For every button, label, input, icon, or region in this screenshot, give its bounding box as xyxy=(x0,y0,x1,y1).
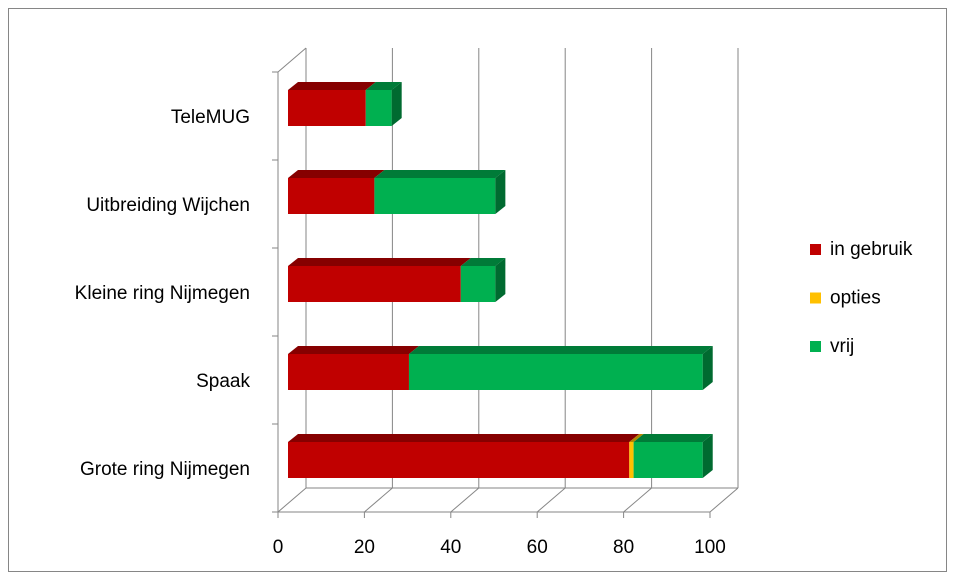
bar-top xyxy=(288,346,419,354)
legend-label: opties xyxy=(830,288,881,309)
x-tick-label: 0 xyxy=(273,537,284,558)
bar-top xyxy=(460,258,506,266)
bar xyxy=(460,266,496,302)
bar-top xyxy=(288,170,385,178)
legend-marker xyxy=(810,341,821,352)
x-tick-label: 100 xyxy=(694,537,726,558)
bar xyxy=(408,354,703,390)
x-tick-label: 20 xyxy=(354,537,375,558)
bar xyxy=(374,178,496,214)
x-tick-label: 60 xyxy=(527,537,548,558)
y-tick-label: TeleMUG xyxy=(171,107,250,128)
bar-top xyxy=(629,434,644,442)
y-tick-label: Kleine ring Nijmegen xyxy=(75,283,250,304)
x-tick-label: 40 xyxy=(440,537,461,558)
bar-side xyxy=(495,170,506,214)
legend-marker xyxy=(810,244,821,255)
floor-grid-line xyxy=(536,487,566,513)
bar xyxy=(288,178,375,214)
legend-marker xyxy=(810,292,821,304)
bar xyxy=(288,442,630,478)
x-tick-label: 80 xyxy=(613,537,634,558)
floor-grid-line xyxy=(277,487,307,513)
legend-label: vrij xyxy=(830,336,854,357)
bar xyxy=(629,442,634,478)
floor-grid-line xyxy=(709,487,739,513)
bar xyxy=(633,442,703,478)
bar xyxy=(288,90,366,126)
wall-edge xyxy=(277,47,307,73)
floor-grid-line xyxy=(364,487,393,513)
bar-side xyxy=(702,434,713,478)
bar xyxy=(288,266,461,302)
bar-top xyxy=(288,258,471,266)
bar-side xyxy=(702,346,713,390)
bar-top xyxy=(374,170,506,178)
bar-top xyxy=(288,434,640,442)
bar-side xyxy=(391,82,402,126)
y-tick-label: Uitbreiding Wijchen xyxy=(86,195,250,216)
bar xyxy=(288,354,409,390)
bar xyxy=(365,90,392,126)
floor-grid-line xyxy=(450,487,480,513)
bar-top xyxy=(365,82,402,90)
y-tick-label: Spaak xyxy=(196,371,250,392)
bar-side xyxy=(495,258,506,302)
y-tick-label: Grote ring Nijmegen xyxy=(80,459,250,480)
bar-top xyxy=(288,82,376,90)
bar-top xyxy=(633,434,713,442)
bar-top xyxy=(408,346,713,354)
floor-grid-line xyxy=(623,487,652,513)
legend-label: in gebruik xyxy=(830,239,913,260)
